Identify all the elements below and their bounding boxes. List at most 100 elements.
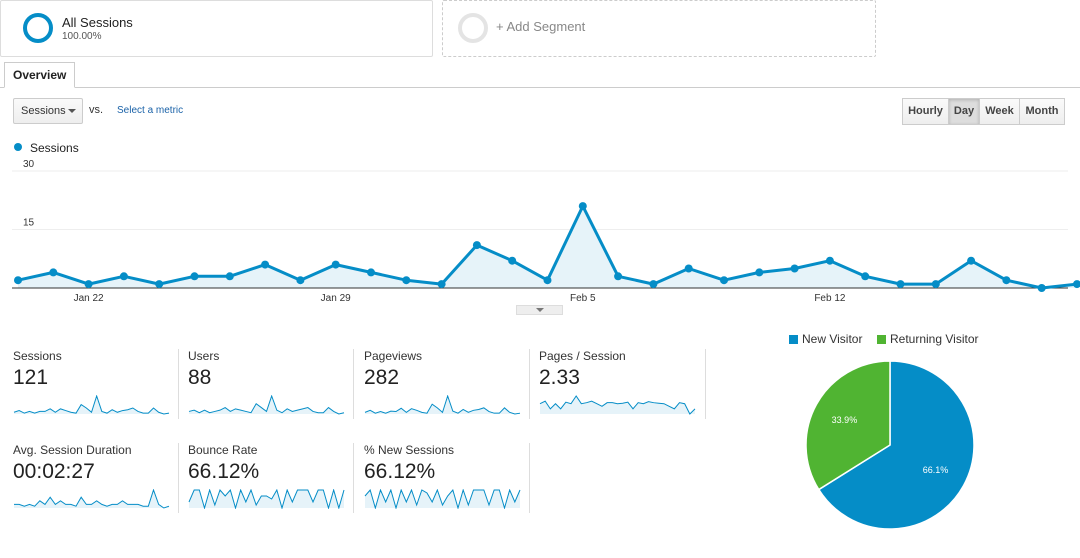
sparkline [14, 489, 170, 509]
select-metric-link[interactable]: Select a metric [117, 105, 184, 116]
sessions-point[interactable] [578, 202, 587, 211]
x-tick-label: Jan 29 [321, 293, 351, 304]
sparkline [539, 395, 696, 415]
sparkline-area [14, 490, 169, 508]
sessions-point[interactable] [261, 260, 270, 269]
segment-percent: 100.00% [62, 31, 102, 42]
scorecard-value: 00:02:27 [13, 460, 95, 483]
sessions-line-chart: 30 15 Jan 22 Jan 29 Feb 5 Feb 12 [12, 159, 1080, 304]
scorecard[interactable]: Pageviews 282 [364, 349, 534, 433]
scorecard-value: 282 [364, 366, 400, 389]
sessions-point[interactable] [543, 276, 552, 285]
sessions-line [17, 204, 1078, 290]
sessions-point[interactable] [84, 280, 93, 289]
sessions-point[interactable] [331, 260, 340, 269]
week-button[interactable]: Week [979, 98, 1020, 125]
scorecard-divider [178, 443, 179, 513]
sessions-point[interactable] [1073, 280, 1080, 289]
chart-resize-handle[interactable] [516, 305, 563, 315]
sessions-point[interactable] [472, 241, 481, 250]
sessions-area [18, 206, 1077, 288]
empty-ring-icon [458, 13, 488, 43]
sparkline [188, 489, 345, 509]
scorecard-label: Users [188, 349, 220, 363]
x-tick-label: Feb 12 [814, 293, 846, 304]
scorecard-divider [705, 349, 706, 419]
sessions-point[interactable] [614, 272, 623, 281]
add-segment-button[interactable]: + Add Segment [442, 0, 876, 57]
pie-slice-label: 33.9% [832, 415, 858, 425]
segment-all-sessions[interactable]: All Sessions 100.00% [0, 0, 433, 57]
returning-visitor-swatch [877, 335, 886, 344]
sparkline-line [364, 489, 521, 509]
sparkline-area [189, 490, 344, 508]
chevron-down-icon [536, 308, 544, 312]
scorecard-divider [529, 443, 530, 513]
sessions-point[interactable] [896, 280, 905, 289]
scorecard[interactable]: Sessions 121 [13, 349, 183, 433]
scorecard-divider [353, 443, 354, 513]
sessions-point[interactable] [790, 264, 799, 273]
sessions-point[interactable] [402, 276, 411, 285]
vs-label: vs. [89, 104, 104, 116]
sessions-point[interactable] [1037, 284, 1046, 292]
pie-legend-returning: Returning Visitor [877, 332, 979, 346]
tab-bar-divider [0, 87, 1080, 88]
sessions-point[interactable] [508, 256, 517, 265]
segment-title: All Sessions [62, 15, 133, 30]
sessions-point[interactable] [755, 268, 764, 277]
scorecard[interactable]: % New Sessions 66.12% [364, 443, 534, 527]
scorecard[interactable]: Avg. Session Duration 00:02:27 [13, 443, 183, 527]
scorecard-label: Bounce Rate [188, 443, 258, 457]
returning-visitor-slice[interactable] [805, 360, 891, 491]
sessions-point[interactable] [931, 280, 940, 289]
x-tick-label: Jan 22 [74, 293, 104, 304]
scorecard-label: Sessions [13, 349, 62, 363]
sessions-point[interactable] [649, 280, 658, 289]
sparkline-line [188, 395, 345, 415]
new-visitor-label: New Visitor [802, 332, 863, 346]
sessions-point[interactable] [14, 276, 22, 285]
scorecard[interactable]: Pages / Session 2.33 [539, 349, 709, 433]
scorecard-divider [353, 349, 354, 419]
sessions-point[interactable] [825, 256, 834, 265]
add-segment-label: + Add Segment [496, 19, 586, 34]
y-tick-label: 30 [23, 159, 35, 170]
sparkline-line [13, 395, 170, 415]
scorecard-label: % New Sessions [364, 443, 455, 457]
x-tick-label: Feb 5 [570, 293, 596, 304]
sessions-point[interactable] [119, 272, 128, 281]
scorecard[interactable]: Users 88 [188, 349, 358, 433]
tab-overview[interactable]: Overview [4, 62, 76, 88]
sessions-point[interactable] [49, 268, 58, 277]
sessions-point[interactable] [225, 272, 234, 281]
scorecard-divider [178, 349, 179, 419]
sparkline [13, 395, 170, 415]
sessions-point[interactable] [367, 268, 375, 277]
metric-dropdown[interactable]: Sessions [13, 98, 83, 124]
returning-visitor-label: Returning Visitor [890, 332, 979, 346]
segment-ring-icon [23, 13, 53, 43]
hourly-button[interactable]: Hourly [902, 98, 949, 125]
metric-dropdown-value: Sessions [21, 105, 66, 117]
scorecard-label: Pages / Session [539, 349, 626, 363]
new-visitor-slice[interactable] [817, 360, 975, 530]
sessions-point[interactable] [437, 280, 446, 289]
scorecard[interactable]: Bounce Rate 66.12% [188, 443, 358, 527]
sessions-point[interactable] [861, 272, 870, 281]
sparkline-line [14, 489, 170, 509]
sessions-point[interactable] [296, 276, 305, 285]
sparkline [188, 395, 345, 415]
sessions-point[interactable] [720, 276, 728, 285]
sessions-point[interactable] [190, 272, 199, 281]
visitor-pie-chart: 66.1% 33.9% [805, 360, 975, 530]
sessions-point[interactable] [967, 256, 976, 265]
month-button[interactable]: Month [1019, 98, 1065, 125]
sparkline [364, 395, 521, 415]
sparkline-line [539, 395, 696, 415]
day-button[interactable]: Day [948, 98, 980, 125]
sparkline [364, 489, 521, 509]
sessions-point[interactable] [155, 280, 164, 289]
sessions-point[interactable] [1002, 276, 1011, 285]
sessions-point[interactable] [684, 264, 693, 273]
